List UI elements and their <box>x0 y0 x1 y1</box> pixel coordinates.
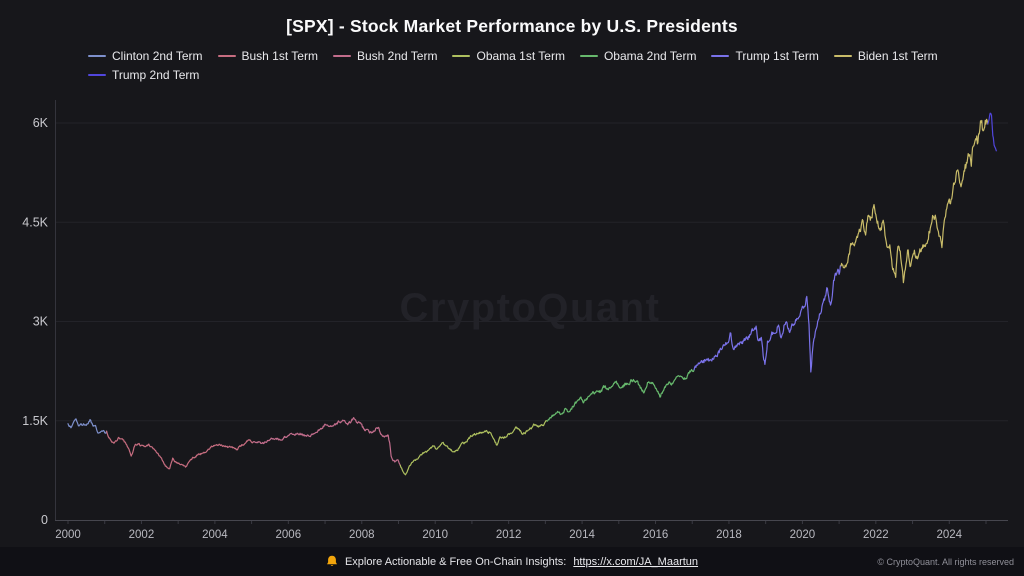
legend-item-biden-1st-term[interactable]: Biden 1st Term <box>833 49 938 63</box>
x-tick-label: 2024 <box>936 529 962 541</box>
x-tick-label: 2006 <box>276 529 302 541</box>
legend-item-label: Trump 1st Term <box>735 49 819 63</box>
legend-item-label: Obama 1st Term <box>476 49 565 63</box>
legend-item-clinton-2nd-term[interactable]: Clinton 2nd Term <box>88 49 203 63</box>
legend-item-bush-2nd-term[interactable]: Bush 2nd Term <box>332 49 438 63</box>
legend-item-obama-2nd-term[interactable]: Obama 2nd Term <box>579 49 697 63</box>
spx-line-bush-2nd-term <box>252 417 401 466</box>
legend-item-label: Biden 1st Term <box>857 49 938 63</box>
spx-line-biden-1st-term <box>840 118 989 284</box>
chart-legend: Clinton 2nd Term Bush 1st Term Bush 2nd Te… <box>88 49 968 82</box>
x-tick-label: 2022 <box>863 529 889 541</box>
footer-copyright: © CryptoQuant. All rights reserved <box>877 556 1014 567</box>
x-tick-label: 2020 <box>790 529 816 541</box>
legend-item-label: Trump 2nd Term <box>112 68 200 82</box>
x-tick-label: 2002 <box>129 529 155 541</box>
legend-item-label: Obama 2nd Term <box>603 49 697 63</box>
spx-line-obama-1st-term <box>399 420 548 476</box>
legend-swatch-icon <box>711 55 730 57</box>
legend-item-label: Clinton 2nd Term <box>112 49 203 63</box>
legend-item-label: Bush 1st Term <box>241 49 318 63</box>
y-tick-label: 3K <box>33 315 49 329</box>
y-tick-label: 1.5K <box>22 414 48 428</box>
x-tick-label: 2016 <box>643 529 669 541</box>
legend-item-trump-2nd-term[interactable]: Trump 2nd Term <box>88 68 199 82</box>
legend-swatch-icon <box>579 55 598 57</box>
legend-swatch-icon <box>332 55 351 57</box>
legend-item-obama-1st-term[interactable]: Obama 1st Term <box>452 49 565 63</box>
legend-swatch-icon <box>217 55 236 57</box>
spx-line-trump-2nd-term <box>987 112 997 152</box>
legend-swatch-icon <box>452 55 471 57</box>
y-tick-label: 6K <box>33 116 49 130</box>
y-tick-label: 0 <box>41 513 48 527</box>
bell-icon <box>326 555 337 566</box>
footer-bar: Explore Actionable & Free On-Chain Insig… <box>0 547 1024 576</box>
legend-item-bush-1st-term[interactable]: Bush 1st Term <box>217 49 318 63</box>
legend-item-label: Bush 2nd Term <box>356 49 438 63</box>
spx-line-obama-2nd-term <box>546 368 695 422</box>
y-tick-label: 4.5K <box>22 215 48 229</box>
x-tick-label: 2018 <box>716 529 742 541</box>
legend-swatch-icon <box>88 55 106 57</box>
spx-line-bush-1st-term <box>105 430 254 470</box>
spx-line-clinton-2nd-term <box>67 418 108 434</box>
spx-line-trump-1st-term <box>693 265 842 373</box>
x-tick-label: 2012 <box>496 529 522 541</box>
x-tick-label: 2008 <box>349 529 375 541</box>
x-tick-label: 2010 <box>422 529 448 541</box>
x-tick-label: 2000 <box>55 529 81 541</box>
page-title: [SPX] - Stock Market Performance by U.S.… <box>286 16 738 36</box>
footer-promo-link[interactable]: https://x.com/JA_Maartun <box>573 555 699 568</box>
legend-swatch-icon <box>833 55 852 57</box>
cryptoquant-watermark: CryptoQuant <box>400 286 661 330</box>
legend-item-trump-1st-term[interactable]: Trump 1st Term <box>711 49 819 63</box>
footer-promo-text: Explore Actionable & Free On-Chain Insig… <box>344 555 567 568</box>
x-tick-label: 2014 <box>569 529 595 541</box>
x-tick-label: 2004 <box>202 529 228 541</box>
legend-swatch-icon <box>88 74 106 76</box>
